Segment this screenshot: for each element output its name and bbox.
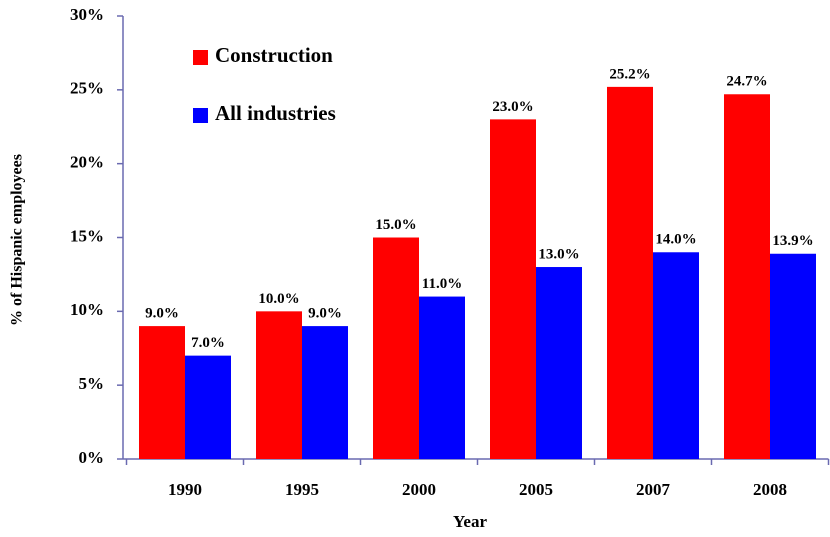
x-axis-title: Year [453, 512, 487, 531]
value-label: 10.0% [258, 291, 299, 307]
x-tick-label: 2007 [636, 480, 671, 499]
bar [490, 119, 536, 459]
value-label: 11.0% [422, 276, 462, 292]
x-tick-label: 2008 [753, 480, 787, 499]
bar [770, 253, 816, 459]
x-tick-label: 1990 [168, 480, 202, 499]
y-tick-label: 5% [79, 374, 105, 393]
bar [185, 355, 231, 459]
bar [373, 237, 419, 459]
value-label: 14.0% [655, 232, 696, 248]
value-label: 13.0% [538, 246, 579, 262]
value-label: 24.7% [726, 74, 767, 90]
bar [536, 267, 582, 459]
value-label: 13.9% [772, 233, 813, 249]
value-label: 25.2% [609, 66, 650, 82]
value-label: 23.0% [492, 99, 533, 115]
value-label: 9.0% [308, 306, 342, 322]
bar [256, 311, 302, 459]
y-tick-label: 0% [79, 448, 105, 467]
y-tick-label: 30% [70, 5, 104, 24]
y-tick-label: 10% [70, 300, 104, 319]
value-label: 15.0% [375, 217, 416, 233]
y-axis-title: % of Hispanic employees [9, 154, 26, 326]
bar [419, 296, 465, 459]
x-tick-label: 1995 [285, 480, 319, 499]
value-label: 7.0% [191, 335, 225, 351]
y-tick-label: 15% [70, 226, 104, 245]
legend-label: All industries [215, 101, 336, 125]
value-label: 9.0% [145, 306, 179, 322]
legend-label: Construction [215, 43, 333, 67]
legend-swatch [193, 50, 208, 65]
x-tick-label: 2005 [519, 480, 553, 499]
bar [139, 326, 185, 459]
x-tick-label: 2000 [402, 480, 436, 499]
bar [607, 86, 653, 459]
bar [302, 326, 348, 459]
y-tick-label: 25% [70, 79, 104, 98]
y-tick-label: 20% [70, 153, 104, 172]
bar [653, 252, 699, 459]
legend-swatch [193, 108, 208, 123]
bar [724, 94, 770, 459]
